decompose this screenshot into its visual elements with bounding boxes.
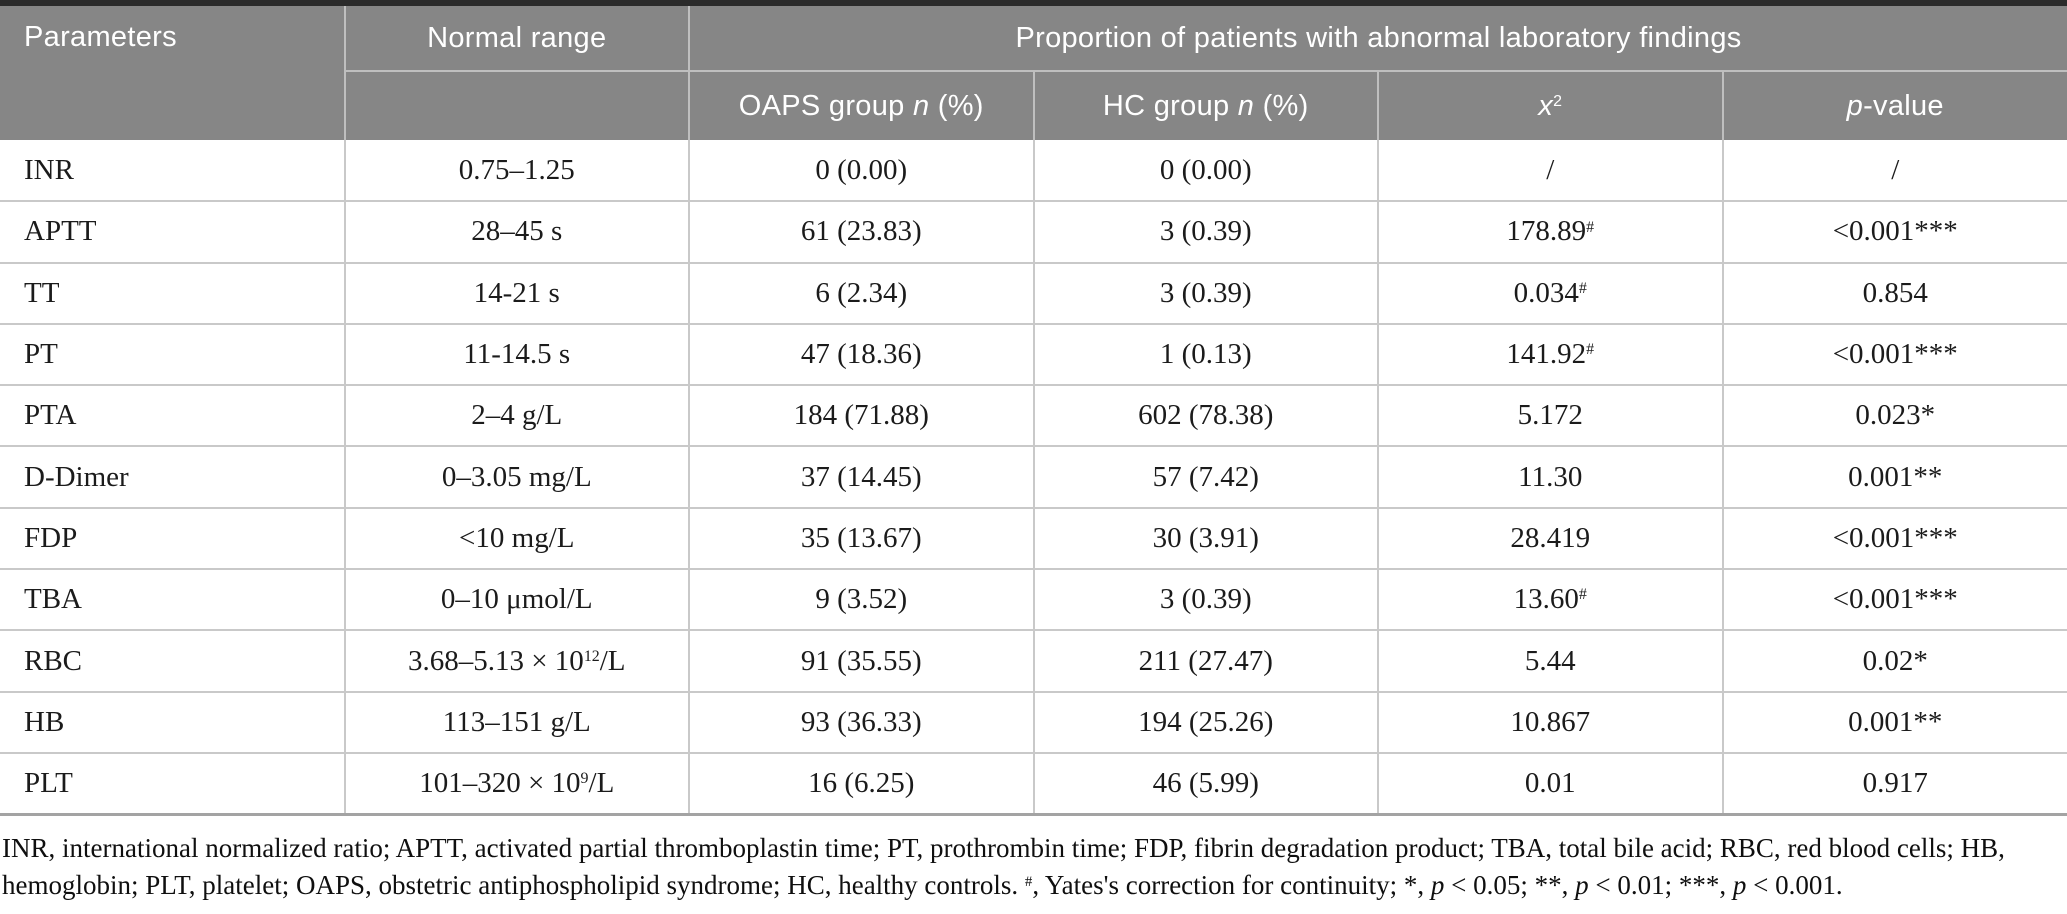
chi-square-cell: 0.01 — [1378, 752, 1724, 816]
normal-range-cell: 28–45 s — [344, 201, 690, 264]
oaps-cell: 61 (23.83) — [689, 201, 1035, 264]
header-parameters: Parameters — [0, 6, 346, 140]
header-chi-square: x2 — [1378, 71, 1724, 140]
hc-cell: 0 (0.00) — [1033, 140, 1379, 203]
footnote-line-1: INR, international normalized ratio; APT… — [2, 832, 2005, 863]
hc-cell: 211 (27.47) — [1033, 630, 1379, 693]
header-hc-group: HC group n (%) — [1033, 71, 1379, 140]
table-row: FDP <10 mg/L 35 (13.67) 30 (3.91) 28.419… — [0, 507, 2067, 571]
p-value-cell: 0.854 — [1722, 262, 2067, 325]
header-normal-range-empty — [344, 71, 690, 140]
oaps-cell: 184 (71.88) — [689, 385, 1035, 448]
table-footnote: INR, international normalized ratio; APT… — [0, 830, 2067, 904]
laboratory-findings-table: Parameters Normal range Proportion of pa… — [0, 6, 2067, 816]
param-cell: RBC — [0, 630, 346, 693]
param-cell: D-Dimer — [0, 446, 346, 509]
table-header: Parameters Normal range Proportion of pa… — [0, 6, 2067, 140]
header-row-2: OAPS group n (%) HC group n (%) x2 p-val… — [0, 71, 2067, 140]
laboratory-findings-table-wrap: Parameters Normal range Proportion of pa… — [0, 0, 2067, 816]
hc-cell: 1 (0.13) — [1033, 323, 1379, 387]
oaps-cell: 93 (36.33) — [689, 691, 1035, 754]
header-row-1: Parameters Normal range Proportion of pa… — [0, 6, 2067, 140]
p-value-cell: <0.001*** — [1722, 323, 2067, 387]
p-value-cell: <0.001*** — [1722, 201, 2067, 264]
table-row: TT 14-21 s 6 (2.34) 3 (0.39) 0.034# 0.85… — [0, 262, 2067, 325]
normal-range-cell: 101–320 × 109/L — [344, 752, 690, 816]
table-row: PLT 101–320 × 109/L 16 (6.25) 46 (5.99) … — [0, 752, 2067, 816]
param-cell: INR — [0, 140, 346, 203]
p-value-cell: <0.001*** — [1722, 569, 2067, 632]
param-cell: TBA — [0, 569, 346, 632]
hc-cell: 602 (78.38) — [1033, 385, 1379, 448]
table-row: APTT 28–45 s 61 (23.83) 3 (0.39) 178.89#… — [0, 201, 2067, 264]
table-row: INR 0.75–1.25 0 (0.00) 0 (0.00) / / — [0, 140, 2067, 203]
param-cell: APTT — [0, 201, 346, 264]
param-cell: PTA — [0, 385, 346, 448]
normal-range-cell: 0–3.05 mg/L — [344, 446, 690, 509]
table-row: RBC 3.68–5.13 × 1012/L 91 (35.55) 211 (2… — [0, 630, 2067, 693]
header-normal-range: Normal range — [344, 6, 690, 72]
chi-square-cell: / — [1378, 140, 1724, 203]
header-p-value: p-value — [1722, 71, 2067, 140]
chi-square-cell: 11.30 — [1378, 446, 1724, 509]
oaps-cell: 9 (3.52) — [689, 569, 1035, 632]
hc-cell: 3 (0.39) — [1033, 201, 1379, 264]
normal-range-cell: 14-21 s — [344, 262, 690, 325]
table-body: INR 0.75–1.25 0 (0.00) 0 (0.00) / / APTT… — [0, 140, 2067, 816]
table-row: PTA 2–4 g/L 184 (71.88) 602 (78.38) 5.17… — [0, 385, 2067, 448]
table-row: TBA 0–10 μmol/L 9 (3.52) 3 (0.39) 13.60#… — [0, 569, 2067, 632]
normal-range-cell: 11-14.5 s — [344, 323, 690, 387]
oaps-cell: 6 (2.34) — [689, 262, 1035, 325]
p-value-cell: <0.001*** — [1722, 507, 2067, 571]
p-value-cell: 0.001** — [1722, 691, 2067, 754]
oaps-cell: 0 (0.00) — [689, 140, 1035, 203]
hc-cell: 3 (0.39) — [1033, 569, 1379, 632]
chi-square-cell: 10.867 — [1378, 691, 1724, 754]
chi-square-cell: 13.60# — [1378, 569, 1724, 632]
chi-square-cell: 28.419 — [1378, 507, 1724, 571]
chi-square-cell: 178.89# — [1378, 201, 1724, 264]
oaps-cell: 91 (35.55) — [689, 630, 1035, 693]
table-row: D-Dimer 0–3.05 mg/L 37 (14.45) 57 (7.42)… — [0, 446, 2067, 509]
param-cell: FDP — [0, 507, 346, 571]
p-value-cell: 0.001** — [1722, 446, 2067, 509]
p-value-cell: 0.023* — [1722, 385, 2067, 448]
hc-cell: 57 (7.42) — [1033, 446, 1379, 509]
normal-range-cell: 113–151 g/L — [344, 691, 690, 754]
param-cell: HB — [0, 691, 346, 754]
param-cell: PLT — [0, 752, 346, 816]
hc-cell: 3 (0.39) — [1033, 262, 1379, 325]
param-cell: TT — [0, 262, 346, 325]
header-oaps-group: OAPS group n (%) — [689, 71, 1035, 140]
oaps-cell: 37 (14.45) — [689, 446, 1035, 509]
param-cell: PT — [0, 323, 346, 387]
oaps-cell: 16 (6.25) — [689, 752, 1035, 816]
p-value-cell: 0.917 — [1722, 752, 2067, 816]
chi-square-cell: 5.172 — [1378, 385, 1724, 448]
normal-range-cell: 3.68–5.13 × 1012/L — [344, 630, 690, 693]
table-row: HB 113–151 g/L 93 (36.33) 194 (25.26) 10… — [0, 691, 2067, 754]
footnote-line-2: hemoglobin; PLT, platelet; OAPS, obstetr… — [2, 869, 1843, 900]
hc-cell: 194 (25.26) — [1033, 691, 1379, 754]
normal-range-cell: <10 mg/L — [344, 507, 690, 571]
table-row: PT 11-14.5 s 47 (18.36) 1 (0.13) 141.92#… — [0, 323, 2067, 387]
header-proportion: Proportion of patients with abnormal lab… — [689, 6, 2067, 72]
hc-cell: 30 (3.91) — [1033, 507, 1379, 571]
oaps-cell: 35 (13.67) — [689, 507, 1035, 571]
normal-range-cell: 2–4 g/L — [344, 385, 690, 448]
normal-range-cell: 0.75–1.25 — [344, 140, 690, 203]
chi-square-cell: 0.034# — [1378, 262, 1724, 325]
normal-range-cell: 0–10 μmol/L — [344, 569, 690, 632]
hc-cell: 46 (5.99) — [1033, 752, 1379, 816]
p-value-cell: 0.02* — [1722, 630, 2067, 693]
oaps-cell: 47 (18.36) — [689, 323, 1035, 387]
chi-square-cell: 5.44 — [1378, 630, 1724, 693]
p-value-cell: / — [1722, 140, 2067, 203]
chi-square-cell: 141.92# — [1378, 323, 1724, 387]
